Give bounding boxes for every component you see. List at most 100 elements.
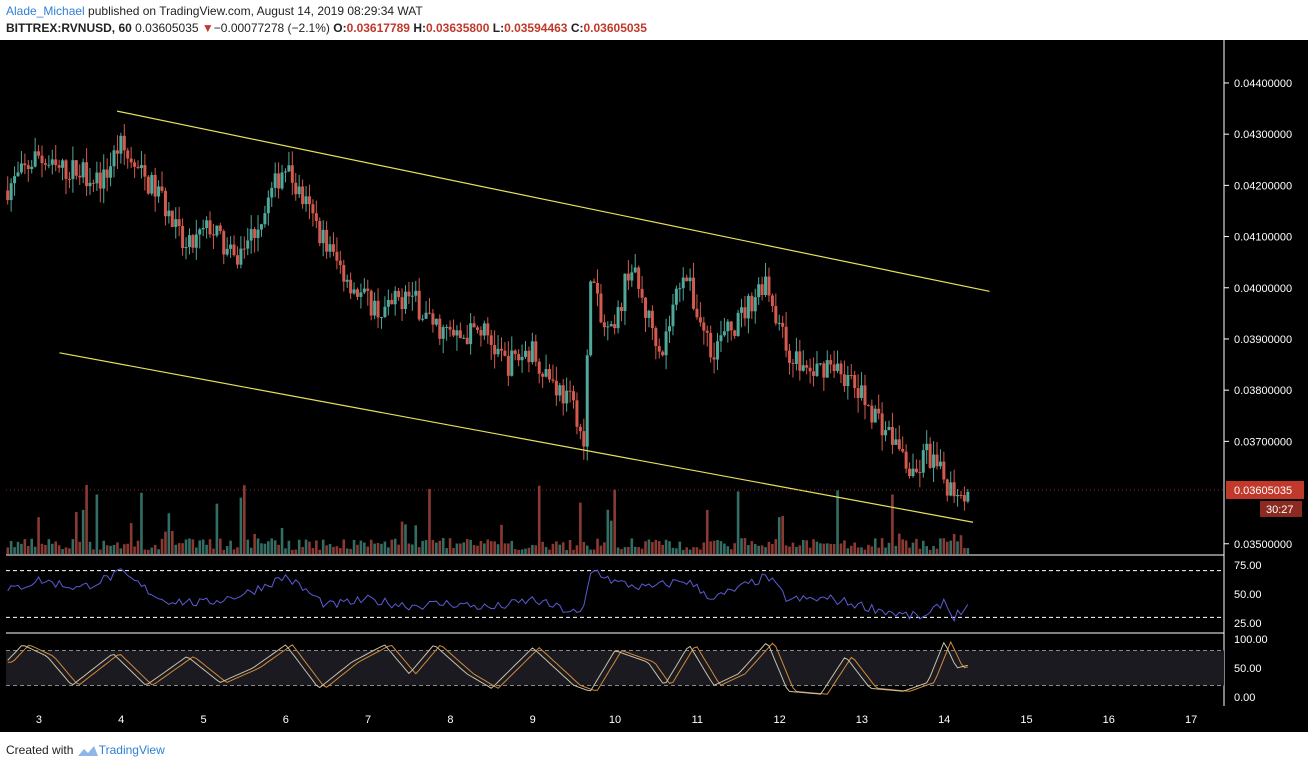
candle-body [812, 371, 816, 376]
author-link[interactable]: Alade_Michael [6, 4, 85, 18]
volume-bar [236, 547, 239, 554]
chart-area[interactable]: 0.04400000 0.04300000 0.04200000 0.04100000… [0, 40, 1308, 735]
candle-body [198, 229, 202, 235]
candle-body [273, 173, 277, 188]
volume-bar [64, 547, 68, 554]
candle-body [561, 385, 565, 404]
candle-body [959, 494, 963, 496]
volume-bar [13, 547, 16, 554]
candle-body [74, 160, 78, 176]
candle-body [19, 163, 23, 173]
volume-bar [328, 544, 332, 554]
candle-body [692, 277, 696, 309]
volume-bar [435, 542, 438, 554]
volume-bar [61, 549, 64, 554]
candle-body [626, 273, 630, 281]
price-tick-label: 0.04400000 [1234, 78, 1292, 90]
time-tick-label: 17 [1185, 714, 1197, 726]
volume-bar [654, 539, 658, 554]
candle-body [355, 289, 359, 297]
volume-bar [795, 546, 798, 554]
candle-body [64, 160, 68, 179]
time-tick-label: 16 [1103, 714, 1115, 726]
time-tick-label: 7 [365, 714, 371, 726]
candle-body [901, 448, 905, 452]
candle-body [314, 213, 318, 221]
volume-bar [788, 546, 791, 554]
volume-bar [637, 547, 640, 554]
volume-bar [160, 538, 164, 554]
candle-body [794, 351, 798, 364]
candle-body [205, 220, 209, 229]
volume-bar [215, 503, 219, 554]
candle-body [825, 360, 829, 378]
volume-bar [136, 540, 140, 554]
footer: Created with TradingView [6, 743, 165, 757]
candle-body [962, 495, 966, 502]
volume-bar [596, 538, 599, 554]
candle-body [674, 288, 678, 305]
symbol-line: BITTREX:RVNUSD, 60 0.03605035 ▼−0.000772… [6, 21, 647, 35]
volume-bar [901, 539, 904, 554]
time-tick-label: 3 [36, 714, 42, 726]
volume-bar [651, 542, 654, 554]
candle-body [232, 244, 236, 256]
candle-body [781, 322, 785, 327]
volume-bar [784, 545, 788, 554]
candle-body [654, 328, 658, 347]
volume-bar [572, 549, 575, 554]
volume-bar [243, 485, 246, 554]
tradingview-brand[interactable]: TradingView [98, 743, 165, 757]
volume-bar [133, 546, 136, 554]
last-price: 0.03605035 [135, 21, 199, 35]
volume-bar [414, 525, 418, 554]
candle-body [201, 228, 205, 230]
candle-body [458, 330, 462, 339]
volume-bar [208, 539, 212, 554]
volume-bar [616, 547, 620, 554]
volume-bar [291, 549, 294, 554]
low-value: 0.03594463 [504, 21, 568, 35]
volume-bar [726, 546, 730, 554]
volume-bar [404, 524, 407, 554]
volume-bar [544, 547, 548, 554]
candle-body [424, 312, 428, 319]
candle-body [194, 234, 198, 248]
candle-body [949, 482, 953, 496]
price-tick-label: 0.03900000 [1234, 334, 1292, 346]
candle-body [242, 248, 246, 250]
volume-bar [606, 509, 610, 554]
volume-bar [949, 540, 953, 554]
candle-body [805, 365, 809, 368]
candle-body [925, 443, 929, 451]
volume-bar [325, 545, 328, 554]
candle-body [613, 324, 617, 329]
volume-bar [119, 548, 123, 554]
volume-bar [335, 546, 339, 554]
candle-body [256, 229, 260, 239]
volume-bar [856, 547, 860, 554]
candle-body [918, 472, 922, 474]
candle-body [801, 365, 805, 371]
candle-body [54, 159, 58, 166]
candle-body [856, 388, 860, 398]
candle-body [143, 165, 147, 177]
volume-bar [191, 539, 195, 554]
candle-body [462, 337, 466, 339]
volume-bar [95, 494, 99, 554]
volume-bar [71, 539, 75, 554]
high-label: H: [413, 21, 426, 35]
volume-bar [78, 541, 82, 554]
volume-bar [836, 490, 839, 554]
stoch-k-line [7, 641, 968, 695]
volume-bar [575, 545, 579, 554]
candle-body [40, 155, 44, 164]
volume-bar [513, 549, 517, 554]
volume-bar [222, 549, 226, 554]
volume-bar [661, 544, 664, 554]
candle-body [582, 431, 586, 447]
volume-bar [205, 544, 208, 554]
volume-bar [692, 547, 695, 554]
time-tick-label: 9 [530, 714, 536, 726]
volume-bar [105, 545, 109, 554]
